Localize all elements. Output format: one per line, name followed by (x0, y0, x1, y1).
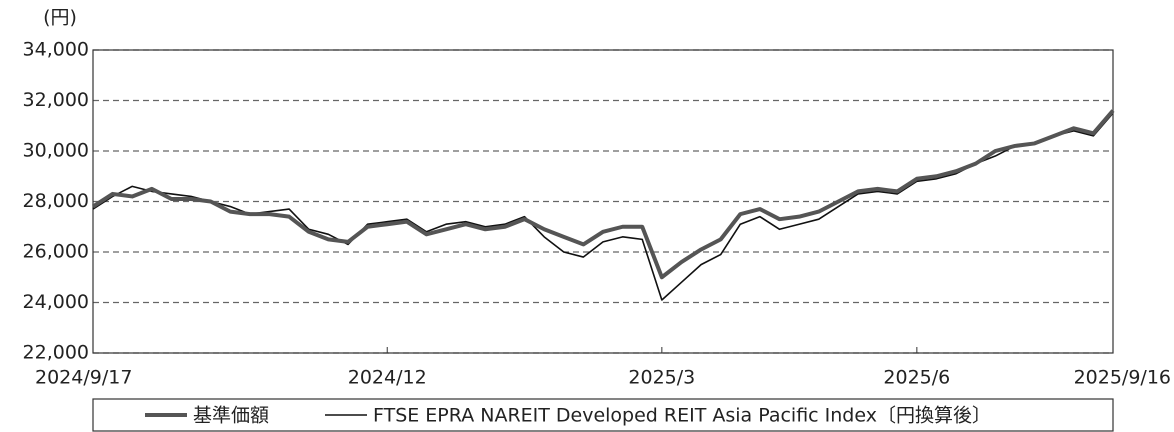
y-axis-label: (円) (43, 7, 77, 29)
y-tick-label: 30,000 (23, 140, 89, 162)
legend-box (92, 398, 1114, 432)
y-tick-label: 34,000 (23, 39, 89, 61)
plot-frame (92, 49, 1114, 354)
series-line (92, 112, 1114, 301)
x-tick-label: 2024/9/17 (35, 367, 132, 389)
y-tick-label: 24,000 (23, 291, 89, 313)
y-tick-label: 32,000 (23, 89, 89, 111)
series-line (91, 109, 1115, 280)
x-tick-label: 2024/12 (348, 367, 427, 389)
y-tick-label: 26,000 (23, 241, 89, 263)
x-tick-label: 2025/3 (628, 367, 695, 389)
x-tick-label: 2025/6 (883, 367, 950, 389)
x-tick-label: 2025/9/16 (1074, 367, 1171, 389)
legend-label: FTSE EPRA NAREIT Developed REIT Asia Pac… (373, 405, 991, 427)
y-tick-label: 22,000 (23, 342, 89, 364)
y-tick-label: 28,000 (23, 190, 89, 212)
legend-label: 基準価額 (193, 405, 269, 427)
